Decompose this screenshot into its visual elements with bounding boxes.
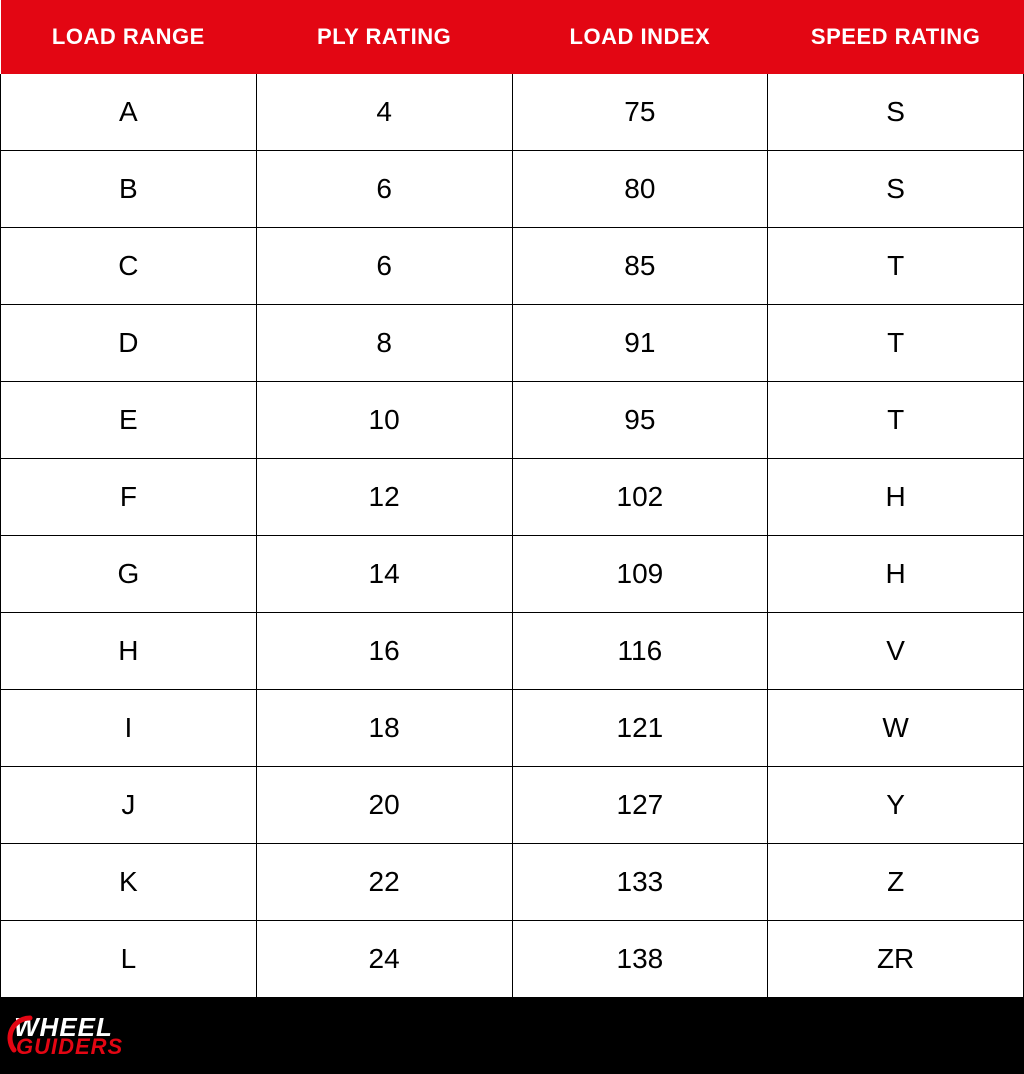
table-row: F 12 102 H [1, 459, 1024, 536]
logo-arc-icon [6, 1012, 56, 1062]
footer: WHEEL GUIDERS [0, 998, 1024, 1074]
table-row: B 6 80 S [1, 151, 1024, 228]
cell-load-range: B [1, 151, 257, 228]
cell-ply-rating: 6 [256, 151, 512, 228]
cell-ply-rating: 4 [256, 74, 512, 151]
table-row: E 10 95 T [1, 382, 1024, 459]
table-row: K 22 133 Z [1, 844, 1024, 921]
cell-load-index: 138 [512, 921, 768, 998]
cell-speed-rating: V [768, 613, 1024, 690]
cell-ply-rating: 6 [256, 228, 512, 305]
cell-ply-rating: 16 [256, 613, 512, 690]
cell-load-index: 75 [512, 74, 768, 151]
cell-ply-rating: 14 [256, 536, 512, 613]
table-row: A 4 75 S [1, 74, 1024, 151]
load-range-table-container: LOAD RANGE PLY RATING LOAD INDEX SPEED R… [0, 0, 1024, 998]
cell-speed-rating: H [768, 459, 1024, 536]
table-row: J 20 127 Y [1, 767, 1024, 844]
cell-load-index: 95 [512, 382, 768, 459]
cell-ply-rating: 22 [256, 844, 512, 921]
cell-speed-rating: T [768, 382, 1024, 459]
cell-load-index: 102 [512, 459, 768, 536]
cell-load-range: C [1, 228, 257, 305]
table-row: L 24 138 ZR [1, 921, 1024, 998]
column-header-speed-rating: SPEED RATING [768, 0, 1024, 74]
cell-load-range: H [1, 613, 257, 690]
cell-speed-rating: ZR [768, 921, 1024, 998]
table-row: H 16 116 V [1, 613, 1024, 690]
cell-ply-rating: 24 [256, 921, 512, 998]
cell-load-range: L [1, 921, 257, 998]
cell-speed-rating: Y [768, 767, 1024, 844]
cell-load-range: F [1, 459, 257, 536]
column-header-load-index: LOAD INDEX [512, 0, 768, 74]
table-row: C 6 85 T [1, 228, 1024, 305]
cell-load-index: 133 [512, 844, 768, 921]
cell-load-index: 116 [512, 613, 768, 690]
cell-load-range: J [1, 767, 257, 844]
cell-ply-rating: 18 [256, 690, 512, 767]
column-header-ply-rating: PLY RATING [256, 0, 512, 74]
cell-load-index: 109 [512, 536, 768, 613]
table-header: LOAD RANGE PLY RATING LOAD INDEX SPEED R… [1, 0, 1024, 74]
table-row: G 14 109 H [1, 536, 1024, 613]
table-row: D 8 91 T [1, 305, 1024, 382]
cell-load-range: G [1, 536, 257, 613]
cell-load-index: 91 [512, 305, 768, 382]
cell-speed-rating: Z [768, 844, 1024, 921]
load-range-table: LOAD RANGE PLY RATING LOAD INDEX SPEED R… [0, 0, 1024, 998]
cell-ply-rating: 10 [256, 382, 512, 459]
cell-ply-rating: 20 [256, 767, 512, 844]
cell-load-index: 127 [512, 767, 768, 844]
cell-ply-rating: 8 [256, 305, 512, 382]
cell-load-range: I [1, 690, 257, 767]
wheel-guiders-logo: WHEEL GUIDERS [14, 1016, 123, 1057]
cell-ply-rating: 12 [256, 459, 512, 536]
cell-speed-rating: H [768, 536, 1024, 613]
cell-load-range: D [1, 305, 257, 382]
cell-speed-rating: S [768, 74, 1024, 151]
cell-load-range: A [1, 74, 257, 151]
cell-load-index: 85 [512, 228, 768, 305]
table-body: A 4 75 S B 6 80 S C 6 85 T D 8 91 T [1, 74, 1024, 998]
table-row: I 18 121 W [1, 690, 1024, 767]
cell-load-range: K [1, 844, 257, 921]
cell-speed-rating: T [768, 305, 1024, 382]
cell-speed-rating: T [768, 228, 1024, 305]
cell-load-index: 80 [512, 151, 768, 228]
column-header-load-range: LOAD RANGE [1, 0, 257, 74]
cell-load-index: 121 [512, 690, 768, 767]
cell-load-range: E [1, 382, 257, 459]
cell-speed-rating: W [768, 690, 1024, 767]
cell-speed-rating: S [768, 151, 1024, 228]
